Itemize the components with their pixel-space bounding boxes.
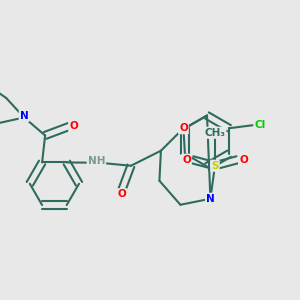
Text: O: O [118,189,126,199]
Text: Cl: Cl [255,120,266,130]
Text: NH: NH [88,156,105,166]
Text: N: N [20,111,28,121]
Text: S: S [211,161,219,171]
Text: O: O [179,123,188,133]
Text: O: O [239,155,248,165]
Text: N: N [206,194,215,204]
Text: O: O [182,155,191,165]
Text: O: O [69,122,78,131]
Text: CH₃: CH₃ [204,128,225,138]
